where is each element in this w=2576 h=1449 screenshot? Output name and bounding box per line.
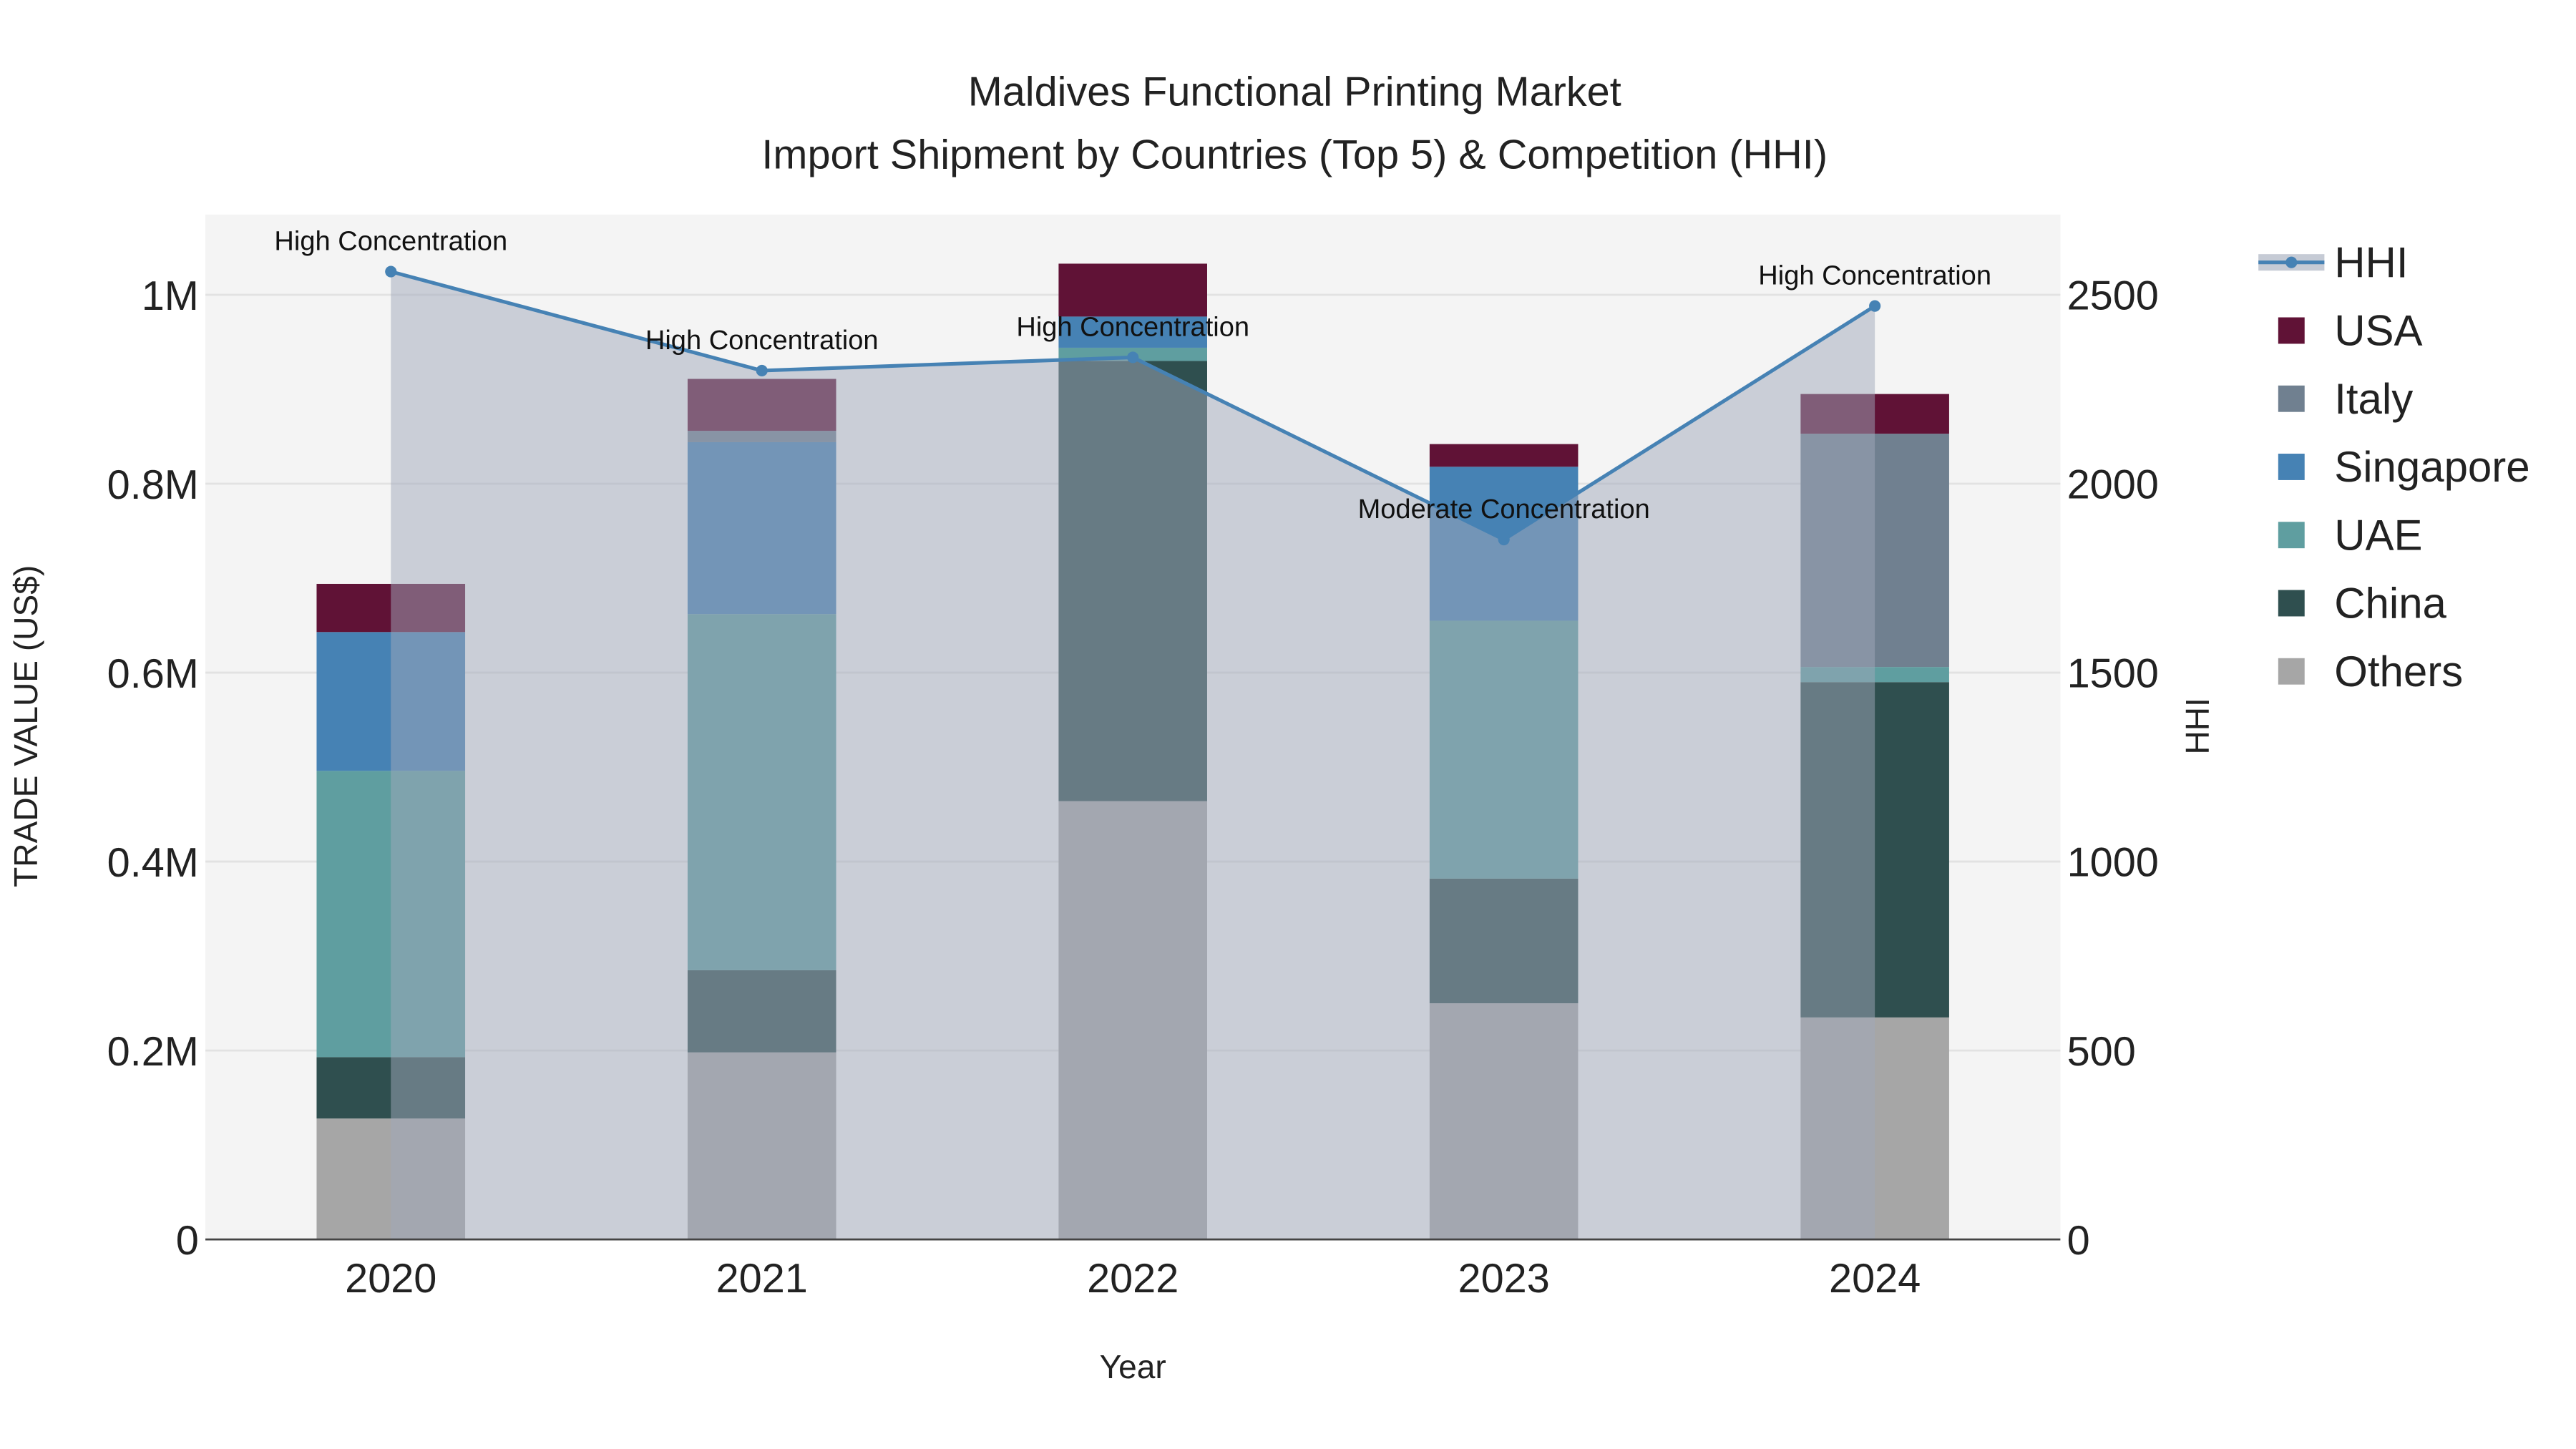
y-axis-label: TRADE VALUE (US$) — [7, 565, 44, 887]
legend-singapore-swatch — [2278, 454, 2305, 480]
legend-italy-label: Italy — [2334, 375, 2413, 423]
x-tick-label: 2020 — [345, 1256, 436, 1302]
x-tick-label: 2022 — [1087, 1256, 1179, 1302]
axes: 0 0.2M 0.4M 0.6M 0.8M 1M 0 500 1000 1500 2000 2500 2… — [107, 273, 2159, 1302]
legend-italy-swatch — [2278, 385, 2305, 412]
legend-hhi-label: HHI — [2334, 238, 2408, 286]
y-tick-label: 0.4M — [107, 840, 199, 886]
legend-usa-swatch — [2278, 317, 2305, 344]
hhi-area — [391, 271, 1875, 1240]
y2-tick-label: 1500 — [2067, 651, 2159, 697]
y-tick-label: 0.2M — [107, 1029, 199, 1075]
bar-usa-2023 — [1429, 444, 1579, 467]
chart-subtitle: Import Shipment by Countries (Top 5) & C… — [761, 132, 1828, 177]
legend-china-swatch — [2278, 590, 2305, 617]
bar-usa-2022 — [1058, 263, 1207, 317]
y2-tick-label: 500 — [2067, 1029, 2136, 1075]
hhi-line: High Concentration High Concentration High… — [274, 227, 1991, 546]
legend-hhi-marker — [2285, 256, 2298, 268]
bar-singapore-2022 — [1058, 316, 1207, 348]
x-tick-label: 2024 — [1829, 1256, 1921, 1302]
x-tick-label: 2021 — [716, 1256, 808, 1302]
y-tick-label: 1M — [142, 273, 199, 319]
hhi-point-2021 — [756, 364, 768, 377]
x-axis-label: Year — [1100, 1348, 1166, 1385]
hhi-annotation-2024: High Concentration — [1758, 261, 1991, 291]
hhi-point-2023 — [1498, 533, 1510, 546]
hhi-point-2022 — [1127, 351, 1139, 364]
legend-usa-label: USA — [2334, 307, 2422, 355]
legend-singapore-label: Singapore — [2334, 443, 2529, 491]
legend-china-label: China — [2334, 580, 2446, 628]
y2-axis-label: HHI — [2179, 698, 2216, 754]
x-tick-label: 2023 — [1458, 1256, 1550, 1302]
legend-others-swatch — [2278, 658, 2305, 685]
y-tick-label: 0.6M — [107, 651, 199, 697]
y-tick-label: 0.8M — [107, 462, 199, 508]
legend-uae-swatch — [2278, 522, 2305, 549]
y2-tick-label: 2500 — [2067, 273, 2159, 319]
y2-tick-label: 0 — [2067, 1218, 2090, 1264]
legend: HHI USA Italy Singapore UAE China Others — [2258, 238, 2530, 696]
hhi-annotation-2022: High Concentration — [1016, 312, 1249, 342]
y2-tick-label: 2000 — [2067, 462, 2159, 508]
legend-uae-label: UAE — [2334, 511, 2422, 559]
hhi-annotation-2023: Moderate Concentration — [1358, 494, 1650, 525]
hhi-point-2020 — [385, 265, 397, 278]
chart-title: Maldives Functional Printing Market — [968, 69, 1621, 115]
legend-others-label: Others — [2334, 648, 2463, 696]
y-tick-label: 0 — [176, 1218, 199, 1264]
y2-tick-label: 1000 — [2067, 840, 2159, 886]
hhi-area-fill — [391, 271, 1875, 1240]
hhi-annotation-2021: High Concentration — [645, 326, 879, 356]
hhi-annotation-2020: High Concentration — [274, 227, 507, 257]
hhi-point-2024 — [1869, 300, 1881, 312]
